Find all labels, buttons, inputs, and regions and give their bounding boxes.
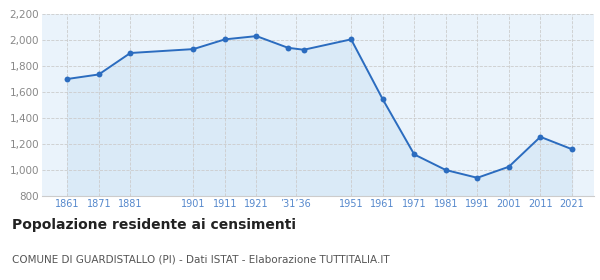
Point: [125, 51, 135, 55]
Point: [62, 77, 72, 81]
Point: [346, 37, 356, 42]
Point: [409, 152, 419, 157]
Text: COMUNE DI GUARDISTALLO (PI) - Dati ISTAT - Elaborazione TUTTITALIA.IT: COMUNE DI GUARDISTALLO (PI) - Dati ISTAT…: [12, 255, 389, 265]
Point: [220, 37, 230, 42]
Text: Popolazione residente ai censimenti: Popolazione residente ai censimenti: [12, 218, 296, 232]
Point: [567, 147, 577, 151]
Point: [283, 46, 293, 50]
Point: [251, 34, 261, 38]
Point: [472, 176, 482, 180]
Point: [536, 135, 545, 139]
Point: [299, 48, 308, 52]
Point: [378, 97, 388, 101]
Point: [94, 72, 104, 77]
Point: [188, 47, 198, 51]
Point: [441, 168, 451, 172]
Point: [504, 165, 514, 169]
